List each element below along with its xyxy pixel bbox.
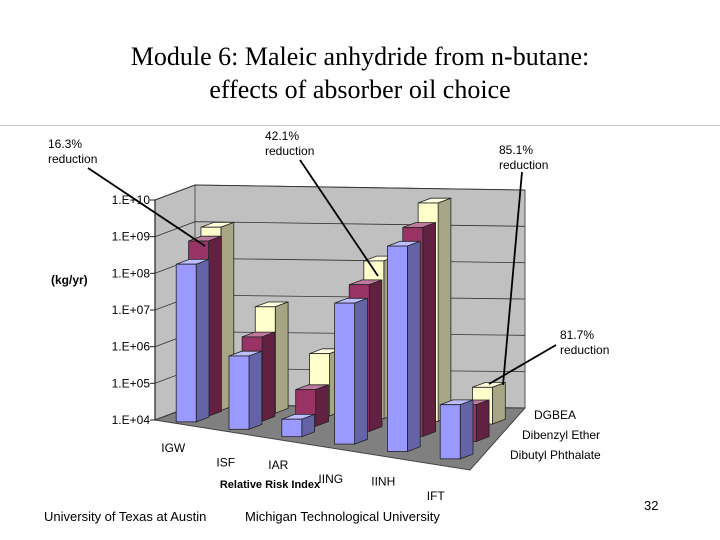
y-tick-label: 1.E+06 <box>112 340 151 354</box>
legend-entry: DGBEA <box>534 408 576 422</box>
annotation-label: reduction <box>48 152 97 166</box>
x-tick-label: IFT <box>427 489 446 503</box>
page-number: 32 <box>644 498 659 513</box>
annotation-leader <box>299 159 379 277</box>
bar <box>175 258 210 423</box>
footer-left: University of Texas at Austin <box>44 509 207 524</box>
y-tick-label: 1.E+07 <box>112 303 151 317</box>
bar <box>439 399 474 460</box>
slide-title: Module 6: Maleic anhydride from n-butane… <box>0 40 720 106</box>
y-axis: 1.E+041.E+051.E+061.E+071.E+081.E+091.E+… <box>51 193 156 427</box>
title-line-2: effects of absorber oil choice <box>209 75 511 104</box>
annotation-value: 81.7% <box>560 328 594 342</box>
title-line-1: Module 6: Maleic anhydride from n-butane… <box>130 42 590 71</box>
annotation-leader <box>488 344 557 385</box>
annotation-leader <box>87 167 206 247</box>
bar <box>386 240 421 453</box>
x-tick-label: IAR <box>268 458 288 472</box>
annotation-label: reduction <box>265 144 314 158</box>
y-axis-label: (kg/yr) <box>51 273 88 287</box>
footer-center: Michigan Technological University <box>245 509 440 524</box>
x-tick-label: ISF <box>216 456 235 470</box>
annotation-value: 85.1% <box>499 143 533 157</box>
y-tick-label: 1.E+08 <box>112 266 151 280</box>
bar-group <box>175 197 506 460</box>
x-tick-label: IINH <box>371 475 395 489</box>
annotation-label: reduction <box>499 158 548 172</box>
annotation-value: 42.1% <box>265 129 299 143</box>
title-divider <box>0 125 720 126</box>
gridline <box>154 184 526 201</box>
annotation-leader <box>502 171 523 386</box>
x-axis-label: Relative Risk Index <box>220 479 321 491</box>
x-tick-label: IING <box>318 472 343 486</box>
y-tick-label: 1.E+04 <box>112 413 151 427</box>
annotation-value: 16.3% <box>48 137 82 151</box>
legend-entry: Dibenzyl Ether <box>522 428 600 442</box>
annotation-label: reduction <box>560 343 609 357</box>
y-tick-label: 1.E+09 <box>112 230 151 244</box>
x-tick-label: IGW <box>161 441 186 455</box>
x-axis: IGW ISF IAR IING IINH IFT Relative Risk Index D… <box>161 408 601 503</box>
bar <box>228 350 263 430</box>
legend-entry: Dibutyl Phthalate <box>510 448 601 462</box>
y-tick-label: 1.E+05 <box>112 376 151 390</box>
bar <box>334 297 368 445</box>
bar <box>281 413 316 438</box>
